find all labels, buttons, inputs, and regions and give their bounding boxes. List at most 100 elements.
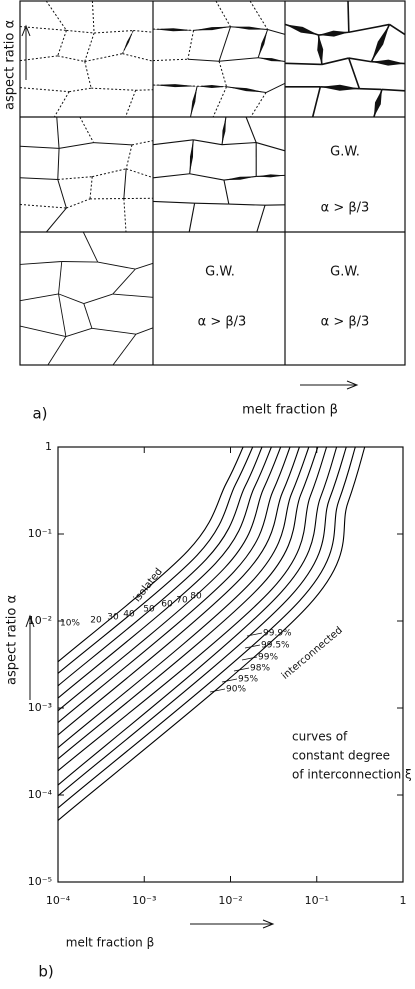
curve-label: 50: [143, 605, 155, 615]
grain-boundary: [58, 261, 63, 294]
label-leader: [233, 667, 250, 672]
grain-boundary: [19, 177, 58, 180]
curve: [57, 446, 310, 749]
grain-boundary: [84, 61, 92, 89]
label-leader: [209, 688, 226, 693]
grain-boundary: [189, 173, 225, 181]
melt-pocket: [258, 29, 268, 58]
y-axis-label: aspect ratio α: [3, 20, 18, 110]
label-leader: [241, 656, 258, 661]
annotation: of interconnection ξ: [292, 768, 412, 782]
x-tick-label: 10⁻¹: [305, 894, 329, 907]
grain-boundary: [112, 293, 154, 298]
grain-boundary: [348, 23, 390, 34]
grain-boundary: [56, 116, 60, 149]
cell-condition: α > β/3: [321, 201, 370, 216]
grain-boundary: [65, 327, 93, 337]
grain-boundary: [152, 173, 190, 179]
grain-boundary: [45, 0, 67, 31]
grain-boundary: [91, 0, 95, 34]
y-tick-label: 10⁻²: [28, 614, 52, 627]
grain-boundary: [193, 139, 223, 146]
y-tick-label: 10⁻³: [28, 701, 52, 714]
annotation: curves of: [292, 730, 348, 744]
label-leader: [221, 678, 238, 683]
x-tick-label: 10⁻²: [218, 894, 242, 907]
curve-label: 60: [161, 600, 173, 610]
grain-boundary: [57, 30, 67, 57]
curve: [57, 446, 272, 699]
annotation: constant degree: [292, 749, 390, 763]
melt-pocket: [317, 35, 324, 65]
grain-boundary: [131, 140, 154, 146]
cell-text: G.W.: [205, 265, 235, 280]
grain-boundary: [223, 179, 230, 205]
melt-pocket: [223, 176, 257, 181]
arrow-head: [21, 24, 31, 37]
curve: [57, 446, 263, 687]
grain-boundary: [93, 142, 132, 146]
grain-boundary: [58, 293, 84, 304]
cell-text: G.W.: [330, 265, 360, 280]
grain-boundary: [133, 30, 154, 33]
grain-boundary: [218, 26, 231, 62]
grain-boundary: [311, 86, 322, 118]
label-leader: [244, 644, 261, 649]
grain-boundary: [19, 261, 62, 265]
x-tick-label: 1: [400, 894, 407, 907]
melt-pocket: [320, 84, 360, 91]
grain-boundary: [218, 61, 228, 87]
arrow-head: [25, 614, 35, 628]
grain-boundary: [256, 142, 286, 152]
grain-boundary: [126, 168, 154, 179]
melt-pocket: [318, 30, 349, 37]
y-axis-label: aspect ratio α: [5, 595, 20, 685]
melt-pocket: [197, 84, 227, 88]
curve-label: 10%: [60, 619, 80, 629]
curve: [57, 446, 300, 736]
grain-boundary: [19, 87, 70, 93]
grain-boundary: [187, 58, 220, 62]
grain-boundary: [19, 145, 60, 149]
grain-boundary: [122, 53, 154, 62]
x-tick-label: 10⁻³: [132, 894, 156, 907]
melt-pocket: [153, 84, 198, 88]
grain-boundary: [83, 293, 113, 304]
grain-boundary: [66, 29, 95, 34]
grain-boundary: [125, 144, 133, 169]
curve-label: 20: [90, 616, 102, 626]
melt-pocket: [373, 89, 382, 117]
grain-boundary: [91, 327, 137, 335]
melt-pocket: [258, 57, 285, 62]
panel-tag: a): [32, 405, 47, 423]
grain-boundary: [61, 261, 98, 263]
cell-condition: α > β/3: [321, 315, 370, 330]
curve-label: 80: [190, 592, 202, 602]
grain-boundary: [135, 262, 154, 270]
arrow-head: [262, 919, 275, 929]
curve-label: 95%: [238, 675, 258, 685]
curve: [57, 446, 254, 674]
grain-boundary: [347, 57, 361, 89]
grain-boundary: [347, 0, 350, 33]
grain-boundary: [112, 333, 137, 366]
x-tick-label: 10⁻⁴: [46, 894, 71, 907]
curve: [57, 446, 319, 760]
label-leader: [246, 632, 263, 637]
grain-boundary: [219, 57, 259, 62]
curve: [57, 446, 347, 797]
y-tick-label: 10⁻¹: [28, 527, 52, 540]
grain-boundary: [19, 293, 59, 302]
grain-boundary: [215, 0, 231, 28]
grain-boundary: [83, 303, 93, 329]
y-tick-label: 10⁻⁴: [28, 788, 53, 801]
grain-boundary: [188, 203, 196, 233]
curve: [57, 446, 356, 809]
melt-pocket: [221, 117, 226, 145]
grain-boundary: [124, 90, 137, 118]
melt-pocket: [256, 174, 285, 178]
grain-boundary: [57, 55, 85, 62]
melt-pocket: [230, 26, 268, 30]
grain-boundary: [267, 29, 286, 35]
